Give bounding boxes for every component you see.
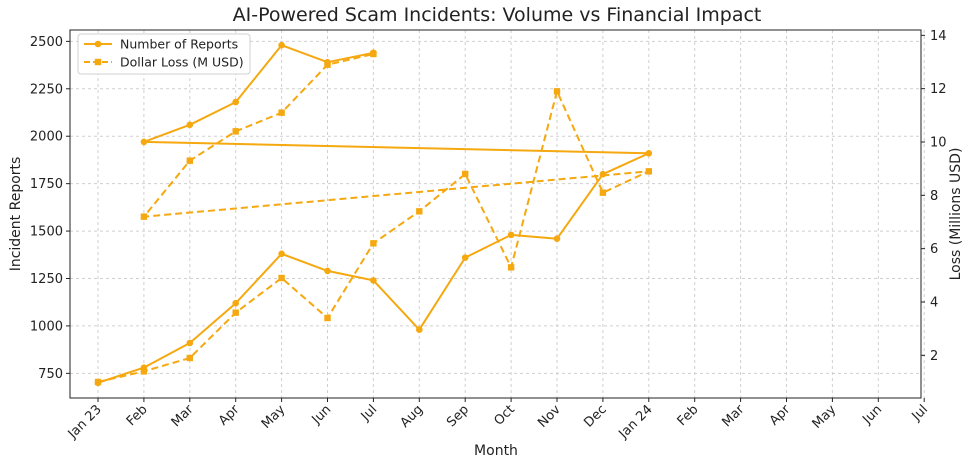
y-tick-label: 1750 <box>30 177 63 192</box>
y2-tick-label: 8 <box>930 189 938 204</box>
data-point <box>324 314 331 322</box>
x-tick-label: Jun <box>859 402 885 428</box>
data-point <box>599 189 607 196</box>
data-point <box>186 157 193 164</box>
data-point <box>462 170 469 178</box>
y2-axis-title: Loss (Millions USD) <box>948 148 964 281</box>
data-point <box>461 254 469 261</box>
data-point <box>507 231 515 239</box>
x-tick-label: Feb <box>124 402 151 429</box>
data-point <box>232 98 239 106</box>
y-axis-title: Incident Reports <box>8 157 24 272</box>
x-tick-label: Feb <box>675 402 702 429</box>
legend: Number of Reports Dollar Loss (M USD) <box>77 33 251 75</box>
data-point <box>645 149 653 157</box>
data-point <box>186 121 194 129</box>
data-point <box>140 138 148 146</box>
data-point <box>140 213 148 220</box>
data-point <box>232 128 239 135</box>
x-tick-label: May <box>810 402 840 432</box>
data-point <box>599 170 607 178</box>
y-tick-label: 2500 <box>30 35 63 50</box>
legend-marker <box>94 40 102 48</box>
y-tick-label: 750 <box>38 367 63 382</box>
plot-frame <box>69 29 922 399</box>
y-tick-label: 2000 <box>30 130 63 145</box>
x-tick-label: Jun <box>309 402 335 428</box>
x-tick-label: Nov <box>535 402 564 431</box>
x-axis-title: Month <box>474 443 518 459</box>
x-tick-label: Jul <box>909 402 931 424</box>
x-tick-label: Apr <box>767 402 794 429</box>
y-axis-right: 2 4 6 8 10 12 14 <box>921 29 947 364</box>
legend-label: Dollar Loss (M USD) <box>120 55 244 70</box>
data-point <box>186 354 193 362</box>
y2-tick-label: 4 <box>930 296 938 311</box>
data-point <box>645 168 652 175</box>
x-axis: Jan 23 Feb Mar Apr May Jun Jul Aug Sep Oct Nov Dec J… <box>65 398 931 442</box>
chart-title: AI-Powered Scam Incidents: Volume vs Fin… <box>233 4 762 26</box>
data-point <box>324 61 331 68</box>
x-tick-label: Jul <box>358 402 380 424</box>
series-layer <box>94 41 653 387</box>
data-point <box>140 368 148 375</box>
y2-tick-label: 10 <box>930 136 947 151</box>
x-tick-label: Jan 24 <box>616 402 656 442</box>
legend-label: Number of Reports <box>120 37 238 52</box>
data-point <box>278 109 285 116</box>
x-tick-label: Jan 23 <box>65 402 105 442</box>
y2-tick-label: 6 <box>930 242 938 257</box>
x-tick-label: Aug <box>398 402 427 431</box>
data-point <box>278 250 285 258</box>
data-point <box>232 299 239 307</box>
grid <box>70 30 925 398</box>
data-point <box>94 378 102 386</box>
data-point <box>324 267 331 275</box>
data-point <box>186 339 194 347</box>
data-point <box>507 264 515 271</box>
data-point <box>370 240 377 247</box>
y2-tick-label: 12 <box>930 82 947 97</box>
data-point <box>278 274 285 282</box>
x-tick-label: May <box>259 402 289 432</box>
y-tick-label: 1500 <box>30 225 63 240</box>
y2-tick-label: 14 <box>930 29 947 44</box>
data-point <box>553 235 561 242</box>
x-tick-label: Sep <box>444 402 472 430</box>
x-tick-label: Mar <box>169 402 197 430</box>
legend-marker <box>94 58 102 66</box>
y-axis-left: 750 1000 1250 1500 1750 2000 2250 2500 <box>30 35 70 382</box>
data-point <box>416 326 423 334</box>
x-tick-label: Mar <box>719 402 747 430</box>
y2-tick-label: 2 <box>930 349 938 364</box>
data-point <box>370 50 377 58</box>
y-tick-label: 1250 <box>30 272 63 287</box>
y-tick-label: 1000 <box>30 319 63 334</box>
x-tick-label: Oct <box>491 402 518 429</box>
x-tick-label: Apr <box>216 402 243 429</box>
legend-box <box>77 33 251 75</box>
data-point <box>278 41 285 49</box>
data-point <box>232 309 239 316</box>
data-point <box>370 277 377 284</box>
data-point <box>416 208 423 215</box>
y-tick-label: 2250 <box>30 82 63 97</box>
x-tick-label: Dec <box>581 402 609 430</box>
data-point <box>553 88 561 95</box>
